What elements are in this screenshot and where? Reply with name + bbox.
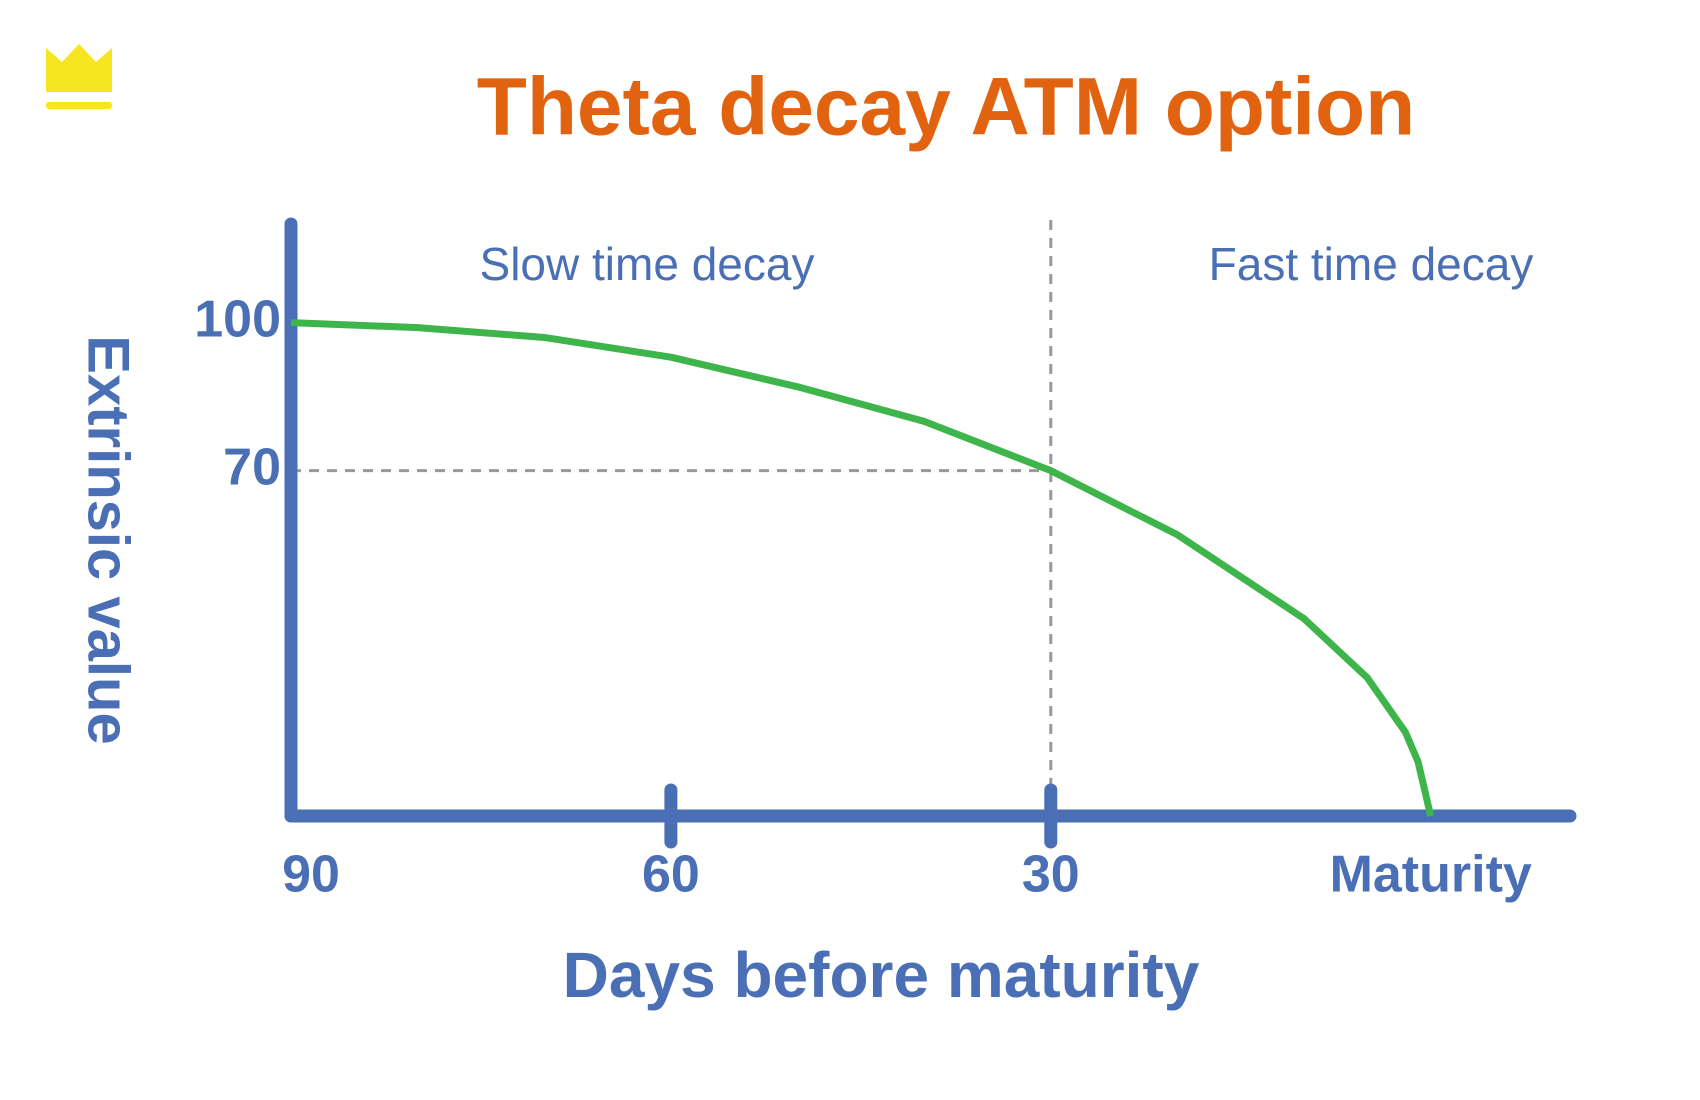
logo-icon [46, 44, 112, 109]
x-tick-label: 60 [642, 846, 700, 904]
annotation: Slow time decay [480, 238, 815, 290]
x-tick-label: 30 [1022, 846, 1080, 904]
y-tick-label: 70 [223, 438, 281, 496]
x-tick-label: 90 [282, 846, 340, 904]
x-axis-label: Days before maturity [563, 939, 1200, 1011]
y-tick-label: 100 [194, 290, 281, 348]
x-tick-label: Maturity [1330, 846, 1532, 904]
line-series [290, 319, 1435, 817]
y-axis-label: Extrinsic value [76, 335, 141, 744]
annotation: Fast time decay [1209, 238, 1534, 290]
chart-title: Theta decay ATM option [477, 62, 1415, 153]
